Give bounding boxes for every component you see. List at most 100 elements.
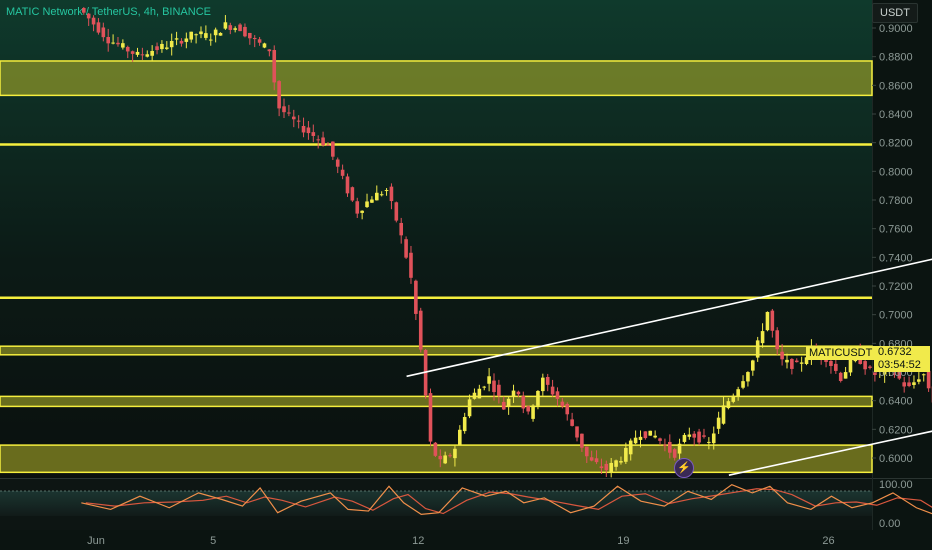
candle-169 [907, 376, 911, 388]
candle-36 [257, 36, 262, 46]
candle-147 [799, 356, 804, 372]
time-axis-ticks[interactable]: Jun5121926Jul510 [87, 535, 932, 547]
candle-62 [384, 188, 389, 196]
currency-unit-button[interactable]: USDT [872, 3, 918, 23]
candle-9 [125, 45, 130, 59]
candle-6 [111, 34, 115, 45]
candle-124 [687, 427, 692, 440]
candle-156 [843, 366, 848, 379]
candle-15 [155, 42, 159, 55]
candle-76 [453, 445, 457, 467]
candle-161 [868, 365, 872, 370]
candle-27 [213, 27, 218, 43]
candle-112 [628, 438, 633, 461]
candle-121 [672, 448, 677, 461]
candle-94 [541, 373, 545, 396]
trendline-0[interactable] [406, 224, 932, 378]
candle-88 [511, 384, 516, 403]
candle-34 [248, 32, 252, 45]
candle-16 [160, 40, 164, 53]
price-axis-ticks[interactable]: 0.9000 0.8800 0.8600 0.8400 0.8200 0.8000 0.78… [872, 23, 913, 465]
candle-56 [355, 197, 360, 218]
candle-10 [130, 50, 135, 62]
candle-40 [277, 80, 281, 117]
candle-144 [785, 353, 789, 369]
candle-61 [379, 191, 384, 197]
price-tick-10: 0.7000 [879, 310, 913, 322]
oscillator-slow-line [85, 488, 932, 515]
candle-4 [101, 22, 106, 42]
candle-19 [174, 31, 179, 46]
chart-title[interactable]: MATIC Network / TetherUS, 4h, BINANCE [6, 6, 211, 18]
price-tick-14: 0.6200 [879, 424, 913, 436]
candle-101 [575, 426, 579, 442]
time-tick-2: 12 [412, 535, 424, 547]
candle-72 [433, 441, 438, 458]
lightning-icon[interactable]: ⚡ [674, 458, 694, 478]
candle-146 [794, 358, 799, 363]
candle-17 [165, 41, 169, 51]
oscillator-fast-line [81, 483, 932, 515]
candle-100 [570, 412, 574, 427]
candle-154 [834, 357, 838, 374]
candle-172 [921, 373, 926, 382]
candle-71 [428, 388, 433, 447]
candle-3 [96, 18, 101, 35]
zone-4[interactable] [0, 395, 873, 408]
candle-46 [306, 121, 311, 140]
candle-75 [448, 453, 452, 458]
candle-38 [267, 49, 272, 57]
candle-28 [218, 32, 223, 36]
candle-115 [643, 431, 648, 440]
candle-141 [770, 308, 775, 338]
candle-95 [545, 373, 550, 392]
candle-111 [624, 442, 628, 464]
candle-170 [912, 375, 916, 389]
candle-136 [746, 371, 750, 387]
candle-131 [721, 396, 726, 425]
zone-0[interactable] [0, 60, 873, 97]
candle-42 [287, 104, 291, 117]
candle-90 [521, 391, 526, 414]
candle-114 [638, 430, 643, 448]
price-candles[interactable] [81, 7, 932, 478]
time-axis-panel [0, 530, 932, 550]
candle-119 [663, 438, 667, 452]
candle-68 [414, 279, 418, 321]
support-resistance-zones[interactable] [0, 60, 873, 474]
candle-98 [560, 398, 565, 409]
candle-0 [81, 7, 86, 15]
candle-129 [711, 426, 716, 450]
candle-96 [550, 379, 555, 397]
candle-102 [580, 433, 584, 452]
candle-171 [917, 372, 921, 385]
trendline-1[interactable] [728, 393, 932, 476]
candle-108 [609, 458, 613, 478]
candle-57 [360, 210, 364, 220]
price-tick-2: 0.8600 [879, 80, 913, 92]
candle-45 [301, 117, 306, 138]
candle-120 [667, 434, 672, 459]
oscillator-lines [0, 483, 932, 515]
candle-35 [252, 35, 257, 48]
zone-3[interactable] [0, 345, 873, 356]
candle-92 [531, 404, 535, 422]
candle-13 [145, 50, 150, 58]
candle-74 [443, 451, 447, 465]
candle-139 [760, 323, 765, 348]
trendlines[interactable] [406, 224, 932, 476]
candle-24 [199, 26, 203, 39]
candle-33 [243, 23, 247, 38]
candle-30 [228, 22, 233, 35]
candle-51 [331, 141, 335, 161]
candle-133 [731, 393, 736, 404]
candle-117 [653, 430, 657, 439]
candle-138 [755, 336, 760, 362]
price-tick-7: 0.7600 [879, 224, 913, 236]
candle-103 [584, 446, 589, 463]
price-tick-0: 0.9000 [879, 23, 913, 35]
candle-69 [418, 307, 423, 353]
oscillator-axis-ticks: 100.00 0.00 [879, 479, 913, 530]
candle-37 [262, 42, 267, 49]
